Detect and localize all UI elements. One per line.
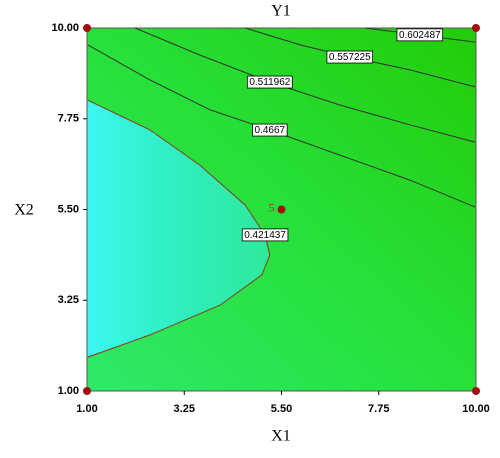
contour-label: 0.511962 (246, 75, 293, 89)
design-point (83, 24, 91, 32)
center-point (277, 205, 286, 214)
contour-label: 0.602487 (396, 28, 444, 42)
x-tick-label: 7.75 (368, 403, 389, 415)
contour-label-box (241, 228, 289, 242)
region-fill (87, 100, 270, 358)
contour-label-box (246, 75, 293, 89)
contour-label-box (326, 50, 374, 64)
contour-label: 0.421437 (241, 228, 289, 242)
y-tick-label: 3.25 (58, 294, 79, 306)
chart-title: Y1 (271, 3, 291, 20)
design-point (472, 24, 480, 32)
design-point (83, 387, 91, 395)
x-tick-label: 10.00 (462, 403, 490, 415)
x-tick-label: 5.50 (271, 403, 292, 415)
contour-label: 0.4667 (252, 123, 288, 137)
contour-label: 0.557225 (326, 50, 374, 64)
contour-label-text: 0.557225 (329, 52, 371, 63)
contour-label-text: 0.4667 (255, 125, 286, 136)
y-axis-title: X2 (14, 202, 34, 219)
x-axis-title: X1 (271, 428, 291, 445)
y-tick-label: 5.50 (58, 203, 79, 215)
contour-label-text: 0.421437 (244, 230, 286, 241)
design-point (472, 387, 480, 395)
contour-line (87, 99, 271, 358)
contour-line (134, 27, 476, 143)
center-point-count: 5 (269, 200, 275, 214)
contour-label-box (396, 28, 444, 42)
contour-label-text: 0.602487 (399, 30, 441, 41)
y-tick-label: 10.00 (51, 22, 79, 34)
x-tick-label: 3.25 (174, 403, 195, 415)
contour-label-box (252, 123, 288, 137)
x-tick-label: 1.00 (76, 403, 97, 415)
contour-label-text: 0.511962 (249, 77, 290, 88)
y-tick-label: 7.75 (58, 113, 79, 125)
y-tick-label: 1.00 (58, 385, 79, 397)
